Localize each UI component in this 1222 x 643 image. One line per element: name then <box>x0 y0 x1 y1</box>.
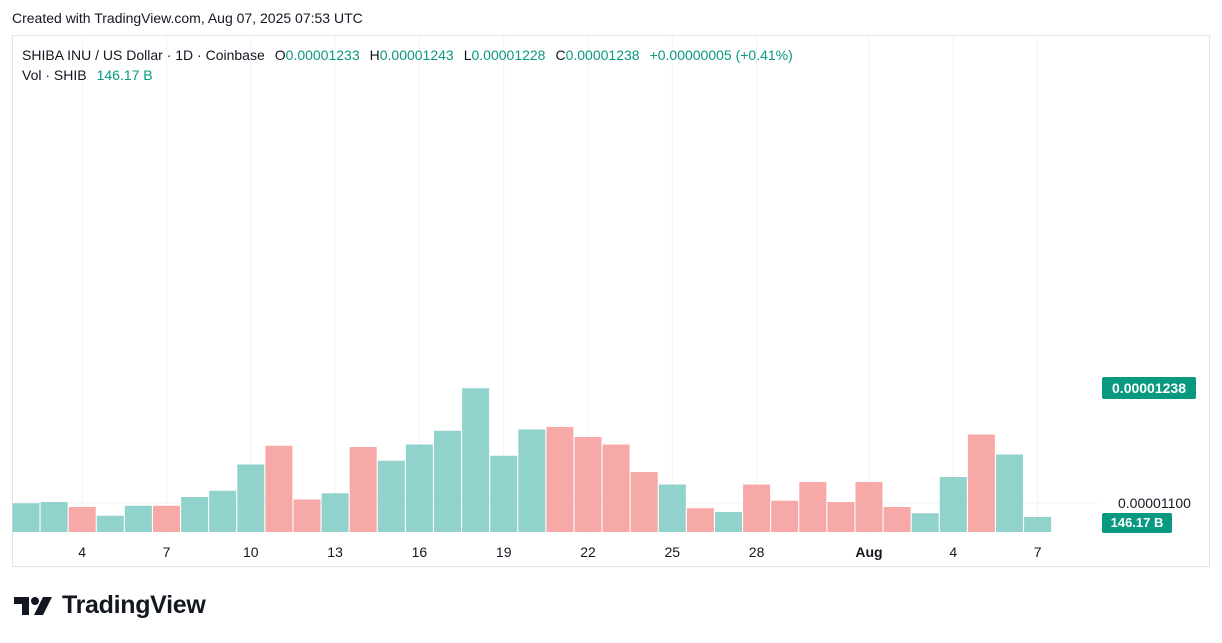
tradingview-logo-text: TradingView <box>62 591 206 619</box>
volume-bar <box>12 503 40 532</box>
volume-bar <box>321 493 349 532</box>
volume-bar <box>658 484 686 532</box>
volume-bar <box>546 427 574 532</box>
volume-bar <box>124 505 152 532</box>
volume-bar <box>490 455 518 532</box>
legend-ohlc-row: SHIBA INU / US Dollar · 1D · Coinbase O0.… <box>22 45 793 65</box>
volume-bar <box>1024 517 1052 532</box>
volume-bar <box>462 388 490 532</box>
volume-bar <box>405 444 433 532</box>
time-tick-label: 22 <box>580 544 596 560</box>
volume-bar <box>518 429 546 532</box>
volume-bar <box>939 477 967 532</box>
volume-bar <box>715 512 742 532</box>
time-tick-label: 4 <box>78 544 86 560</box>
legend-volume-row: Vol · SHIB 146.17 B <box>22 65 793 85</box>
volume-bar <box>743 484 771 532</box>
time-tick-label: 28 <box>749 544 765 560</box>
volume-bar <box>68 507 96 532</box>
time-axis[interactable]: 4 7 10 13 16 19 22 25 28 Aug 4 7 <box>78 544 1041 560</box>
time-tick-label: 7 <box>1034 544 1042 560</box>
time-tick-label: Aug <box>855 544 882 560</box>
chart-caption: Created with TradingView.com, Aug 07, 20… <box>12 10 363 26</box>
volume-bar <box>265 445 293 532</box>
volume-bar <box>855 482 883 532</box>
legend-volume-value: 146.17 B <box>96 67 153 83</box>
volume-bar <box>967 434 995 532</box>
volume-bar <box>602 444 630 532</box>
time-tick-label: 25 <box>665 544 681 560</box>
legend-high: 0.00001243 <box>379 47 454 63</box>
volume-bar <box>40 502 68 532</box>
grid <box>13 36 1098 534</box>
volume-bar <box>434 430 461 532</box>
legend-open-label: O <box>274 47 286 63</box>
current-price-label: 0.00001238 <box>1102 377 1196 399</box>
legend-close-label: C <box>555 47 566 63</box>
volume-bar <box>377 460 405 532</box>
time-tick-label: 10 <box>243 544 259 560</box>
current-volume-label: 146.17 B <box>1102 513 1172 533</box>
volume-bar <box>574 437 602 532</box>
volume-bar <box>686 508 714 532</box>
time-tick-label: 19 <box>496 544 512 560</box>
legend-symbol: SHIBA INU / US Dollar · 1D · Coinbase <box>22 47 265 63</box>
legend-low-label: L <box>463 47 472 63</box>
price-axis[interactable]: 0.000011000.000011500.000012000.00001250… <box>1118 0 1192 511</box>
price-tick-label: 0.00001100 <box>1118 495 1191 511</box>
tradingview-logo-icon <box>14 596 52 615</box>
volume-bar <box>771 500 799 532</box>
volume-bar <box>153 505 180 532</box>
chart-frame[interactable] <box>12 35 1210 567</box>
legend-open: 0.00001233 <box>285 47 360 63</box>
volume-bar <box>911 513 939 532</box>
volume-bar <box>181 497 209 532</box>
chart-legend: SHIBA INU / US Dollar · 1D · Coinbase O0.… <box>22 45 793 85</box>
legend-volume-label: Vol · SHIB <box>22 67 87 83</box>
time-tick-label: 7 <box>163 544 171 560</box>
time-tick-label: 13 <box>327 544 343 560</box>
volume-bar <box>209 490 237 532</box>
legend-low: 0.00001228 <box>471 47 546 63</box>
volume-bar <box>349 447 377 532</box>
legend-change: +0.00000005 (+0.41%) <box>649 47 793 63</box>
volume-bar <box>96 515 124 532</box>
tradingview-logo[interactable]: TradingView <box>14 591 206 620</box>
time-tick-label: 16 <box>412 544 428 560</box>
volume-bar <box>293 499 321 532</box>
volume-bar <box>827 502 855 532</box>
volume-bar <box>996 454 1023 532</box>
volume-bars <box>12 388 1052 532</box>
time-tick-label: 4 <box>949 544 957 560</box>
volume-bar <box>799 482 827 532</box>
legend-close: 0.00001238 <box>565 47 640 63</box>
volume-bar <box>237 464 265 532</box>
legend-high-label: H <box>369 47 380 63</box>
volume-bar <box>630 472 658 532</box>
volume-bar <box>883 507 911 532</box>
